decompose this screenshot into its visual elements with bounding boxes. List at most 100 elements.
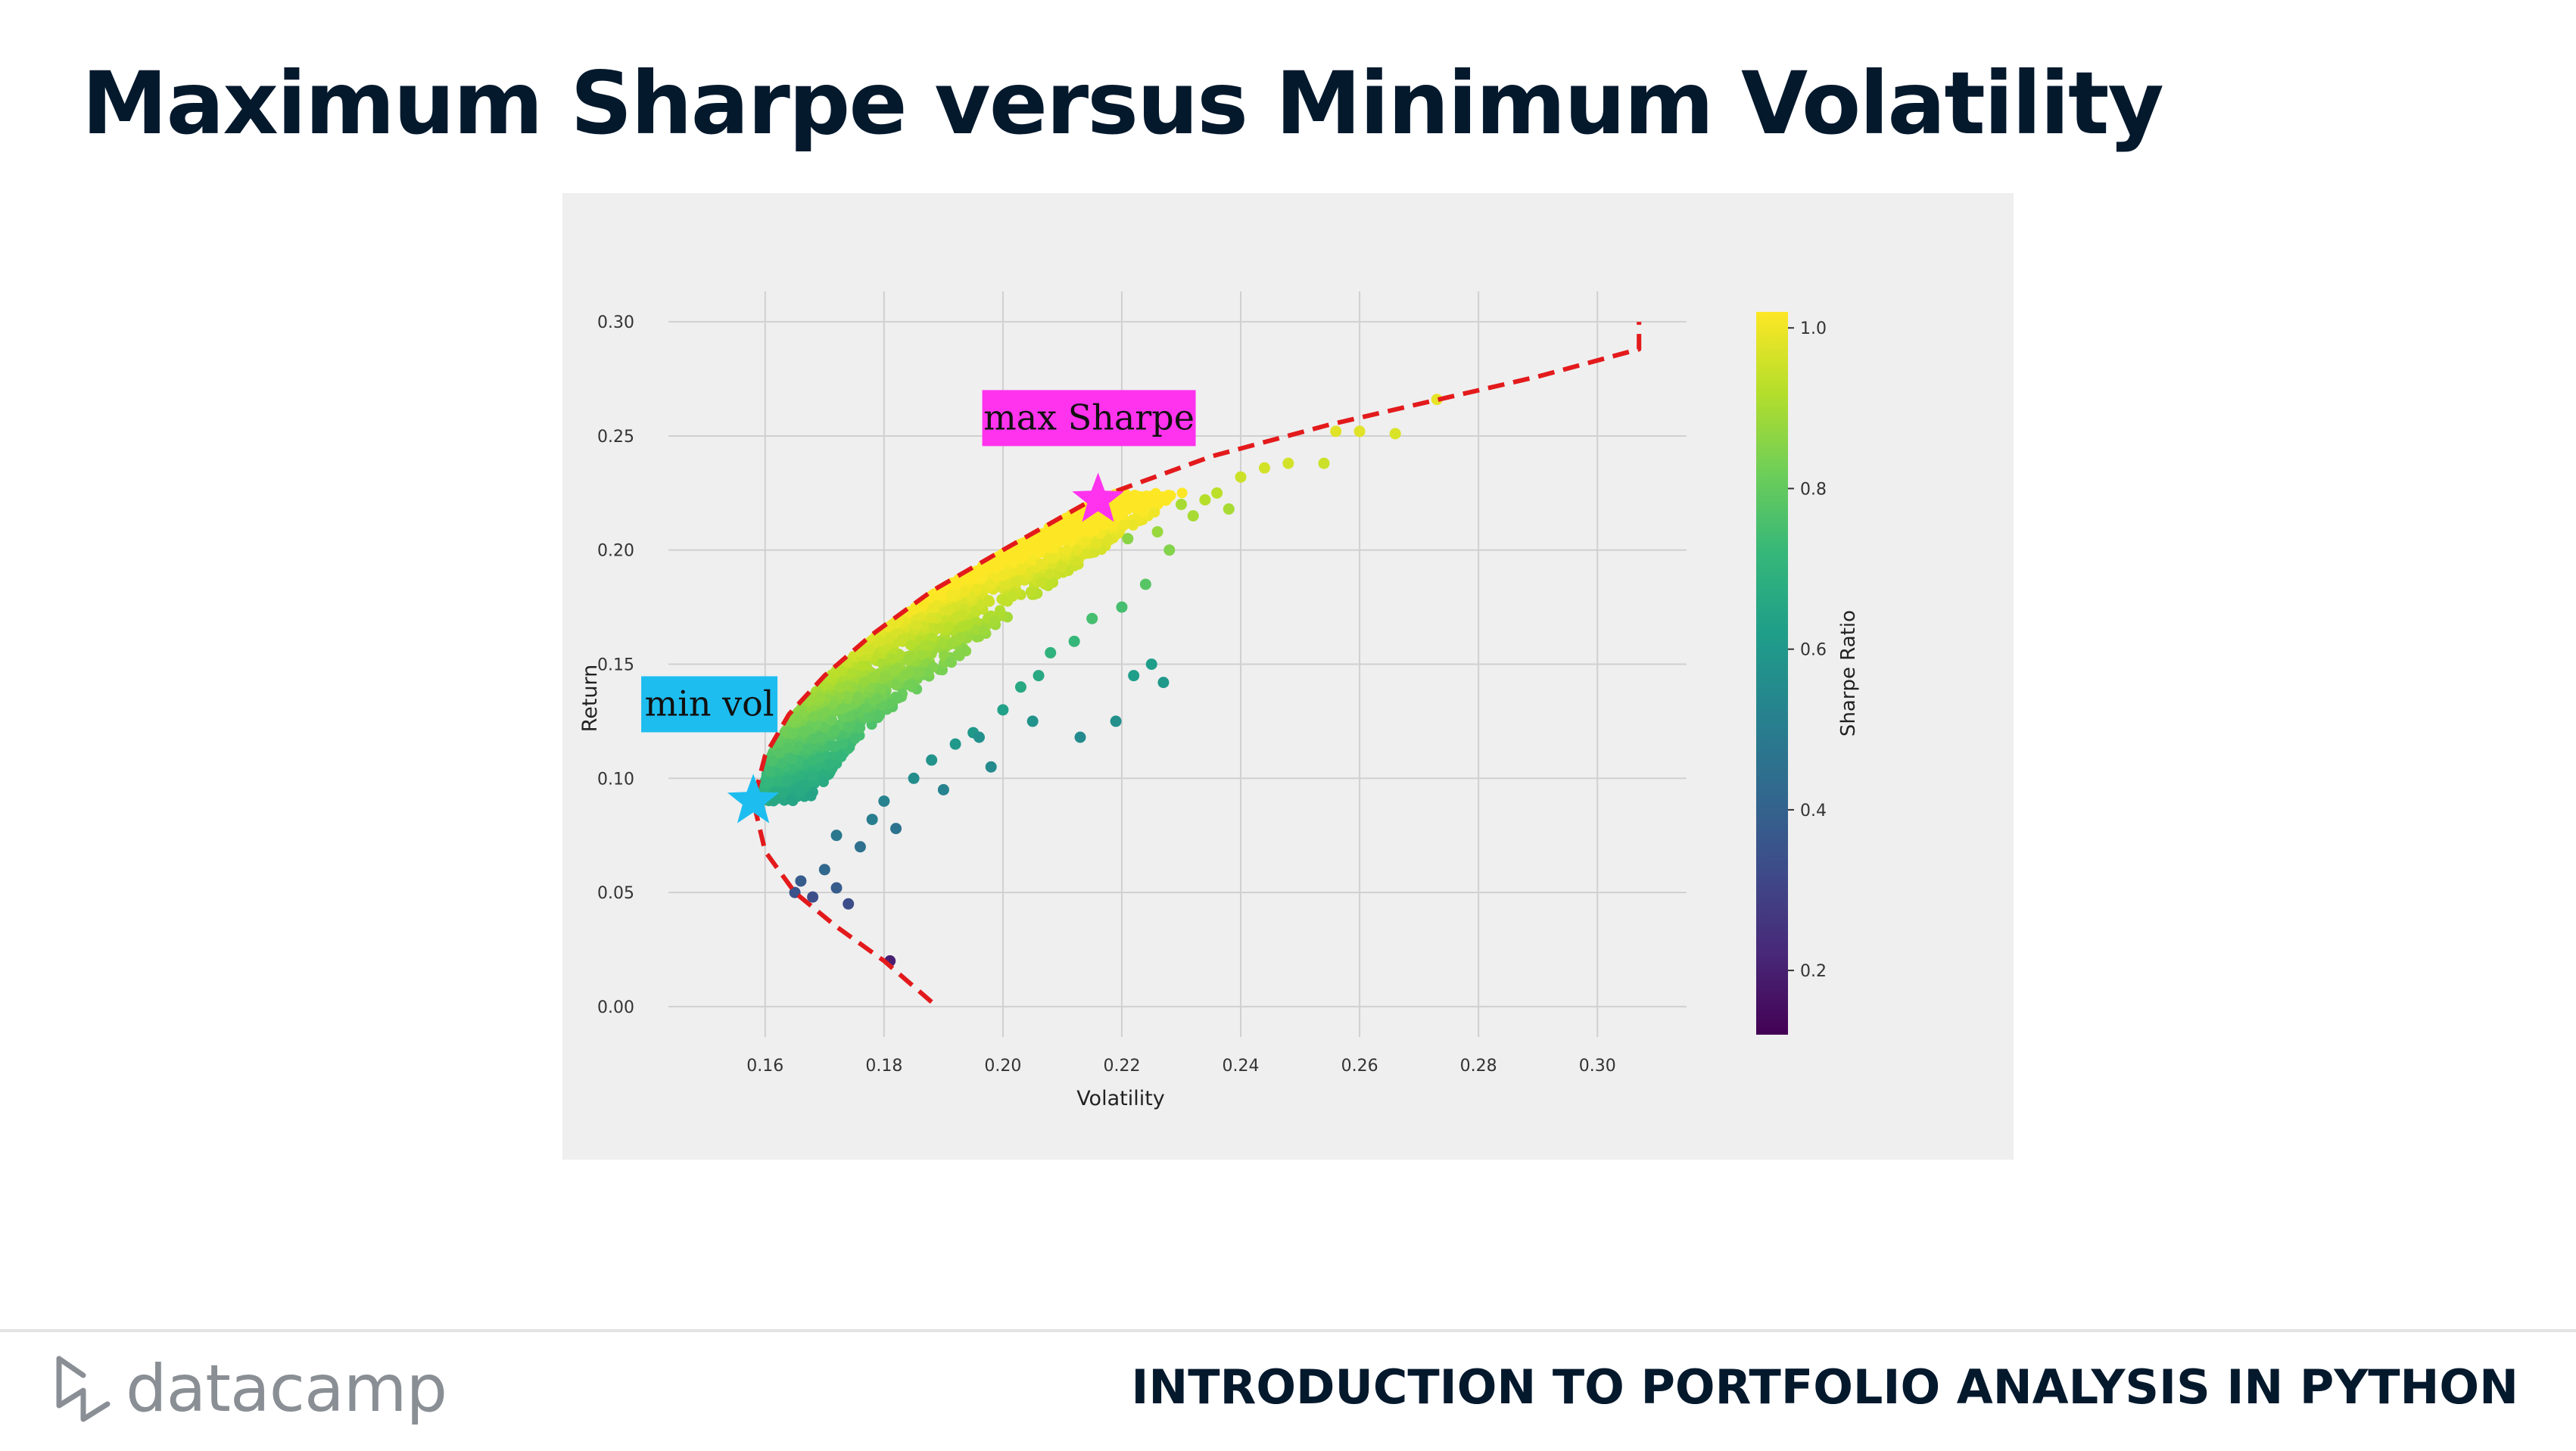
scatter-point — [793, 785, 805, 796]
scatter-point — [883, 634, 895, 645]
scatter-point — [876, 684, 887, 696]
scatter-point — [1150, 487, 1161, 499]
slide-title: Maximum Sharpe versus Minimum Volatility — [82, 53, 2164, 154]
scatter-point — [989, 615, 1001, 627]
scatter-point — [1258, 462, 1270, 474]
scatter-point — [764, 766, 775, 777]
scatter-point — [1235, 471, 1247, 483]
y-tick-label: 0.30 — [597, 313, 634, 332]
scatter-point — [975, 599, 986, 610]
scatter-point — [961, 646, 972, 657]
scatter-point — [830, 882, 843, 894]
scatter-point — [1080, 548, 1092, 559]
scatter-point — [852, 693, 864, 704]
scatter-point — [984, 578, 995, 590]
scatter-point — [775, 758, 787, 769]
scatter-point — [945, 656, 956, 668]
scatter-point — [916, 649, 927, 661]
scatter-point — [985, 761, 997, 773]
scatter-point — [815, 692, 826, 703]
scatter-point — [1061, 545, 1072, 556]
y-tick-label: 0.15 — [597, 656, 634, 675]
scatter-point — [1149, 506, 1160, 518]
scatter-point — [994, 560, 1005, 571]
scatter-point — [942, 621, 954, 633]
x-tick-label: 0.28 — [1460, 1057, 1497, 1076]
scatter-point — [1199, 494, 1211, 506]
scatter-point — [889, 665, 901, 677]
scatter-point — [911, 620, 922, 631]
scatter-point — [977, 573, 989, 584]
scatter-point — [1119, 519, 1130, 531]
scatter-point — [1056, 562, 1067, 573]
scatter-point — [1036, 576, 1047, 587]
scatter-point — [978, 625, 989, 637]
scatter-point — [1117, 494, 1129, 506]
scatter-point — [1048, 553, 1059, 565]
scatter-point — [1122, 533, 1134, 545]
scatter-point — [855, 722, 866, 733]
scatter-point — [937, 638, 948, 649]
scatter-point — [957, 609, 968, 621]
min-vol-label: min vol — [645, 683, 774, 724]
scatter-point — [1007, 590, 1018, 602]
colorbar-tick-label: 0.8 — [1800, 480, 1827, 499]
scatter-point — [1068, 635, 1080, 647]
scatter-point — [969, 573, 980, 584]
scatter-point — [1074, 731, 1086, 743]
scatter-point — [959, 586, 970, 597]
scatter-point — [1036, 558, 1047, 569]
scatter-point — [793, 740, 805, 752]
scatter-point — [1389, 428, 1401, 440]
scatter-point — [837, 665, 849, 677]
scatter-point — [1151, 526, 1163, 538]
efficient-frontier-line — [751, 322, 1642, 1004]
scatter-point — [1080, 519, 1092, 531]
scatter-point — [923, 667, 934, 678]
max-sharpe-label: max Sharpe — [983, 397, 1195, 437]
scatter-point — [798, 726, 809, 737]
scatter-point — [1071, 556, 1082, 567]
scatter-point — [788, 728, 799, 740]
scatter-point — [1072, 544, 1083, 556]
max-sharpe-star-icon — [1072, 472, 1124, 522]
scatter-point — [878, 795, 890, 807]
scatter-point — [1353, 425, 1366, 437]
scatter-point — [866, 814, 878, 826]
scatter-point — [786, 794, 797, 805]
colorbar-tick-label: 1.0 — [1800, 319, 1827, 338]
scatter-point — [1016, 563, 1027, 574]
scatter-point — [795, 875, 807, 887]
scatter-point — [818, 864, 830, 876]
scatter-point — [807, 771, 818, 782]
scatter-point — [805, 695, 816, 706]
scatter-point — [892, 678, 903, 690]
scatter-point — [854, 841, 866, 853]
y-tick-label: 0.25 — [597, 428, 634, 447]
y-tick-label: 0.10 — [597, 770, 634, 789]
scatter-point — [905, 640, 916, 651]
scatter-point — [1139, 578, 1151, 590]
chart-figure: 0.16 0.18 0.20 0.22 0.24 0.26 0.28 0.30 0.00 0.05… — [562, 193, 2014, 1160]
y-axis-label: Return — [578, 665, 602, 733]
scatter-point — [774, 747, 785, 758]
scatter-point — [1330, 425, 1342, 437]
scatter-point — [994, 608, 1005, 619]
scatter-point — [917, 599, 929, 611]
scatter-point — [1040, 531, 1051, 542]
scatter-point — [1157, 677, 1170, 689]
x-axis-label: Volatility — [1076, 1087, 1165, 1110]
scatter-point — [864, 644, 875, 655]
scatter-point — [1211, 487, 1223, 499]
scatter-point — [926, 754, 938, 766]
x-tick-label: 0.20 — [984, 1057, 1021, 1076]
scatter-point — [815, 752, 826, 763]
scatter-point — [909, 604, 920, 615]
course-title: INTRODUCTION TO PORTFOLIO ANALYSIS IN PY… — [1131, 1359, 2518, 1415]
scatter-point — [849, 733, 861, 744]
scatter-point — [830, 830, 843, 842]
scatter-point — [949, 738, 961, 750]
scatter-point — [1025, 586, 1036, 597]
x-tick-label: 0.18 — [865, 1057, 902, 1076]
scatter-point — [808, 711, 819, 722]
